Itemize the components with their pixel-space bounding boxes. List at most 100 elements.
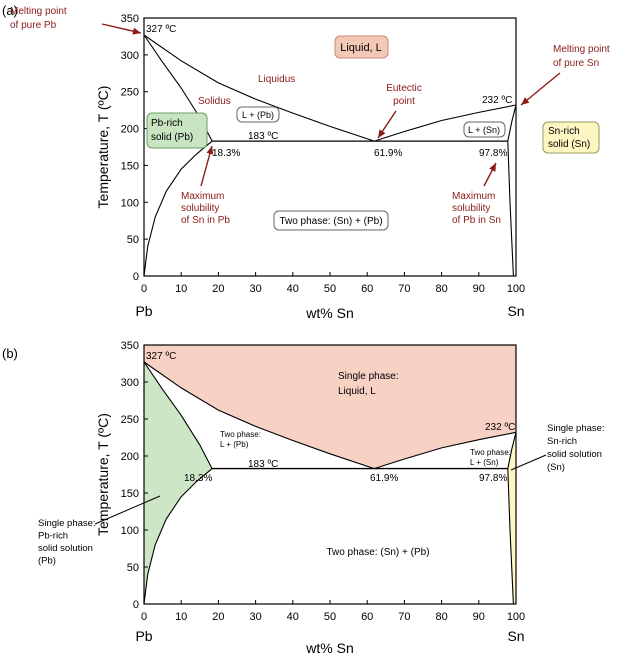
max-solubility-pb-in-sn-annotation: of Pb in Sn — [452, 215, 501, 226]
x-tick-label: 60 — [361, 611, 373, 623]
sn-single-phase-leader — [510, 454, 547, 471]
x-axis-label: wt% Sn — [305, 640, 353, 656]
x-tick-label: 0 — [141, 283, 147, 295]
y-tick-label: 0 — [133, 599, 139, 611]
x-tick-label: 80 — [435, 611, 447, 623]
y-tick-label: 50 — [127, 562, 139, 574]
liquidus-right-line — [374, 431, 517, 470]
temp-232-label: 232 ºC — [482, 95, 512, 106]
pb-single-phase-label: solid solution — [38, 543, 93, 554]
melting-point-sn-arrow-head — [521, 97, 530, 105]
sn-rich-solid-label: solid (Sn) — [548, 139, 590, 150]
x-tick-label: 70 — [398, 283, 410, 295]
comp-62-label: 61.9% — [374, 148, 402, 159]
l-plus-pb-box — [236, 106, 280, 123]
l-plus-sn-label: L + (Sn) — [468, 125, 500, 135]
liquid-region-label: Single phase: — [338, 371, 399, 382]
y-tick-label: 350 — [121, 13, 139, 25]
pb-solid-region-fill — [144, 362, 213, 604]
eutectic-point-annotation: Eutectic — [386, 83, 422, 94]
x-axis-label: wt% Sn — [305, 305, 353, 321]
eutectic-point-annotation: point — [393, 96, 415, 107]
x-tick-label: 30 — [249, 283, 261, 295]
y-tick-label: 300 — [121, 50, 139, 62]
panel-a: 0 10 20 30 40 50 60 70 80 90 100 0 50 100 150 200 250 300… — [2, 3, 610, 321]
l-plus-sn-box — [463, 121, 506, 138]
liquid-region-label: Liquid, L — [338, 386, 376, 397]
y-tick-label: 100 — [121, 197, 139, 209]
x-tick-label: 100 — [507, 611, 525, 623]
x-end-label-sn: Sn — [507, 628, 524, 644]
y-tick-label: 250 — [121, 87, 139, 99]
melting-point-pb-annotation: of pure Pb — [10, 20, 57, 31]
panel-b: 0 10 20 30 40 50 60 70 80 90 100 0 50 100 150 200 250 300… — [2, 340, 605, 656]
two-phase-label: Two phase: (Sn) + (Pb) — [279, 216, 382, 227]
comp-18-label: 18.3% — [184, 473, 212, 484]
solvus-right-line — [507, 468, 514, 605]
solidus-right-line — [507, 432, 517, 469]
x-tick-label: 100 — [507, 283, 525, 295]
solidus-left-line — [143, 361, 213, 469]
x-tick-label: 90 — [473, 611, 485, 623]
y-tick-label: 100 — [121, 525, 139, 537]
l-plus-sn-label: Two phase: — [470, 448, 511, 457]
y-tick-label: 0 — [133, 271, 139, 283]
sn-rich-solid-label: Sn-rich — [548, 126, 580, 137]
comp-98-label: 97.8% — [479, 148, 507, 159]
max-solubility-sn-in-pb-annotation: of Sn in Pb — [181, 215, 230, 226]
y-tick-label: 200 — [121, 451, 139, 463]
sn-solid-region-fill — [507, 432, 516, 604]
y-axis-label: Temperature, T (ºC) — [95, 413, 111, 536]
solvus-left-line — [143, 140, 213, 277]
pb-single-phase-label: Single phase: — [38, 518, 96, 529]
x-tick-label: 90 — [473, 283, 485, 295]
solidus-right-line — [507, 104, 517, 142]
x-tick-label: 80 — [435, 283, 447, 295]
x-tick-label: 70 — [398, 611, 410, 623]
comp-62-label: 61.9% — [370, 473, 398, 484]
l-plus-pb-label: L + (Pb) — [242, 110, 274, 120]
x-tick-label: 60 — [361, 283, 373, 295]
pb-single-phase-leader — [94, 495, 161, 525]
eutectic-point-arrow-head — [378, 129, 386, 138]
solvus-right-line — [507, 141, 514, 277]
liquidus-left-line — [143, 34, 375, 142]
comp-98-label: 97.8% — [479, 473, 507, 484]
sn-single-phase-label: solid solution — [547, 449, 602, 460]
x-tick-label: 20 — [212, 611, 224, 623]
liquid-region-box — [334, 35, 389, 59]
x-tick-label: 20 — [212, 283, 224, 295]
temp-232-label: 232 ºC — [485, 422, 515, 433]
melting-point-pb-annotation: Melting point — [10, 6, 67, 17]
y-tick-label: 50 — [127, 234, 139, 246]
x-tick-label: 10 — [175, 611, 187, 623]
temp-327-label: 327 ºC — [146, 351, 176, 362]
max-solubility-sn-in-pb-annotation: Maximum — [181, 191, 224, 202]
liquidus-right-line — [374, 104, 517, 142]
y-tick-label: 150 — [121, 488, 139, 500]
x-end-label-pb: Pb — [135, 303, 152, 319]
max-solubility-pb-in-sn-annotation: solubility — [452, 203, 490, 214]
y-tick-label: 200 — [121, 124, 139, 136]
temp-327-label: 327 ºC — [146, 24, 176, 35]
y-tick-label: 350 — [121, 340, 139, 352]
l-plus-pb-label: Two phase: — [220, 430, 261, 439]
x-end-label-sn: Sn — [507, 303, 524, 319]
melting-point-sn-annotation: of pure Sn — [553, 58, 599, 69]
x-tick-label: 30 — [249, 611, 261, 623]
pb-single-phase-label: Pb-rich — [38, 531, 68, 542]
x-tick-label: 0 — [141, 611, 147, 623]
pb-rich-solid-box — [146, 112, 208, 149]
pb-rich-solid-label: Pb-rich — [151, 118, 183, 129]
x-tick-label: 50 — [324, 611, 336, 623]
liquidus-left-line — [143, 361, 375, 470]
y-tick-label: 250 — [121, 414, 139, 426]
temp-183-label: 183 ºC — [248, 131, 278, 142]
x-tick-label: 40 — [287, 283, 299, 295]
max-solubility-pb-in-sn-arrow-head — [489, 163, 496, 172]
max-solubility-sn-in-pb-arrow-head — [206, 146, 214, 155]
sn-single-phase-label: Sn-rich — [547, 436, 577, 447]
max-solubility-sn-in-pb-annotation: solubility — [181, 203, 219, 214]
l-plus-sn-label: L + (Sn) — [470, 458, 499, 467]
